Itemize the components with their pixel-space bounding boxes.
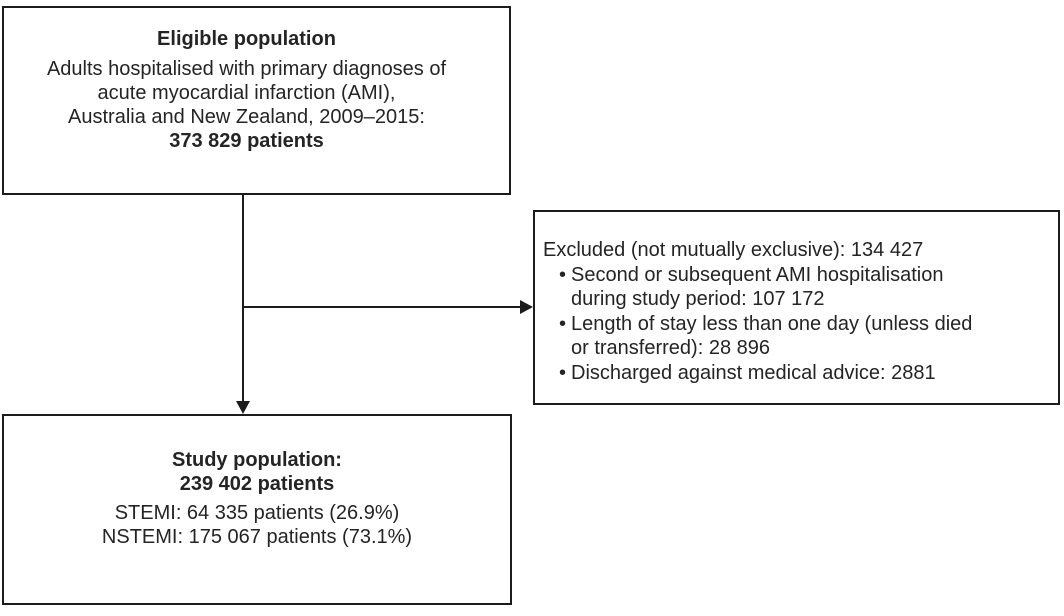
connector-vertical-line — [242, 195, 244, 402]
eligible-box-count: 373 829 patients — [169, 130, 324, 152]
eligible-box-title: Eligible population — [157, 28, 336, 50]
excluded-list: Second or subsequent AMI hospitalisation… — [543, 263, 1048, 386]
study-box-count: 239 402 patients — [179, 473, 335, 495]
study-box-title: Study population: — [172, 449, 342, 471]
excluded-item-text: Discharged against medical advice: 2881 — [571, 361, 936, 384]
excluded-item: Discharged against medical advice: 2881 — [543, 361, 981, 386]
study-population-box: Study population: 239 402 patients STEMI… — [2, 414, 512, 605]
excluded-box: Excluded (not mutually exclusive): 134 4… — [533, 210, 1060, 405]
study-box-line-nstemi: NSTEMI: 175 067 patients (73.1%) — [101, 526, 413, 548]
excluded-box-header: Excluded (not mutually exclusive): 134 4… — [543, 239, 924, 261]
study-box-line-stemi: STEMI: 64 335 patients (26.9%) — [114, 502, 400, 524]
eligible-box-line: acute myocardial infarction (AMI), — [97, 82, 396, 104]
excluded-item-text: Second or subsequent AMI hospitalisation… — [571, 263, 944, 311]
eligible-box-line: Australia and New Zealand, 2009–2015: — [68, 106, 425, 128]
arrow-right-icon — [520, 300, 533, 314]
eligible-population-box: Eligible population Adults hospitalised … — [2, 6, 511, 195]
excluded-item: Second or subsequent AMI hospitalisation… — [543, 263, 981, 312]
excluded-item-text: Length of stay less than one day (unless… — [571, 312, 973, 360]
arrow-down-icon — [236, 401, 250, 414]
eligible-box-line: Adults hospitalised with primary diagnos… — [46, 58, 447, 80]
study-box-details: STEMI: 64 335 patients (26.9%) NSTEMI: 1… — [14, 501, 500, 549]
connector-horizontal-line — [243, 306, 520, 308]
excluded-item: Length of stay less than one day (unless… — [543, 312, 981, 361]
